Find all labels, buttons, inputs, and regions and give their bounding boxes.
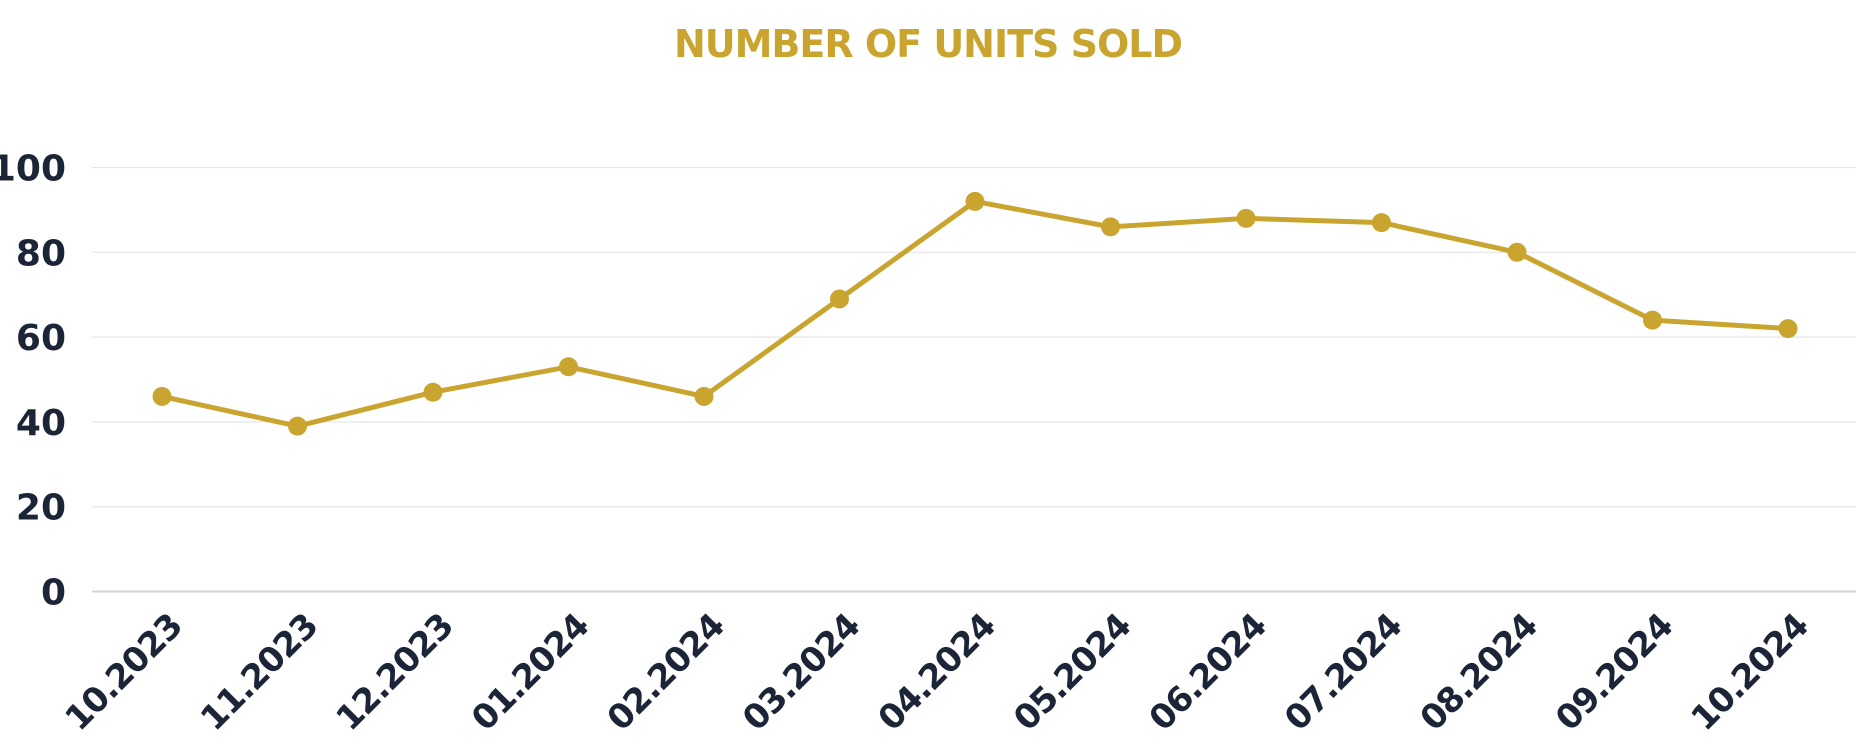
x-tick-label: 12.2023 (329, 606, 462, 739)
x-tick-label: 02.2024 (600, 606, 733, 739)
x-tick-label: 09.2024 (1548, 606, 1681, 739)
y-tick-label: 20 (16, 488, 66, 529)
x-tick-label: 05.2024 (1006, 606, 1139, 739)
data-point (1101, 217, 1120, 237)
x-tick-label: 03.2024 (735, 606, 868, 739)
x-tick-label: 10.2024 (1684, 606, 1817, 739)
y-axis-ticks: 0 20 40 60 80 100 (0, 149, 66, 614)
data-point (152, 386, 172, 406)
x-tick-label: 08.2024 (1413, 606, 1546, 739)
y-tick-label: 60 (16, 318, 66, 359)
x-tick-label: 06.2024 (1142, 606, 1275, 739)
data-point (559, 357, 578, 377)
series-layer (152, 191, 1798, 436)
x-axis-ticks: 10.2023 11.2023 12.2023 01.2024 02.2024 03.20… (58, 606, 1817, 739)
x-tick-label: 07.2024 (1277, 606, 1410, 739)
data-point (965, 191, 985, 211)
data-point (694, 386, 714, 406)
y-tick-label: 40 (16, 403, 66, 444)
data-point (830, 289, 849, 309)
y-tick-label: 80 (16, 233, 66, 274)
data-point (1372, 213, 1391, 233)
data-point (1507, 242, 1527, 262)
x-tick-label: 10.2023 (58, 606, 191, 739)
chart-title: NUMBER OF UNITS SOLD (673, 22, 1183, 66)
y-tick-label: 100 (0, 149, 66, 190)
gridlines (92, 166, 1856, 593)
x-tick-label: 01.2024 (464, 606, 597, 739)
x-tick-label: 11.2023 (193, 606, 326, 739)
data-point (288, 416, 307, 436)
data-point (1236, 208, 1256, 228)
series-line (159, 198, 1791, 429)
data-point (1778, 319, 1798, 339)
data-point (1643, 310, 1662, 330)
y-tick-label: 0 (41, 573, 66, 614)
data-point (423, 382, 443, 402)
x-tick-label: 04.2024 (871, 606, 1004, 739)
